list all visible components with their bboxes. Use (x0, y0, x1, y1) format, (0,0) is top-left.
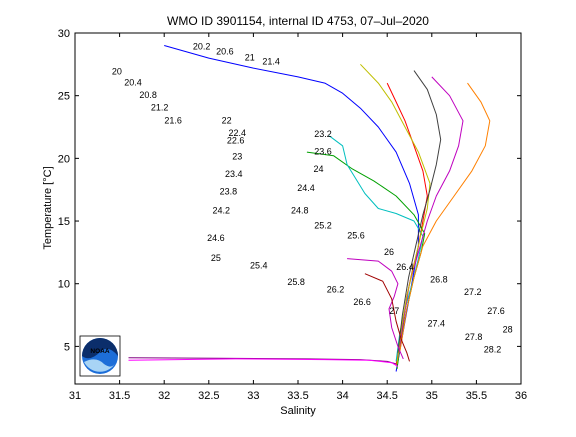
contour-labels: 20 20.2 20.4 20.6 20.8 21 21.2 21.4 21.6 22 22.422… (112, 41, 513, 354)
x-tick-label: 36 (515, 390, 527, 402)
logo-upper (82, 338, 118, 359)
contour-label: 25 (211, 253, 221, 263)
contour-label: 28.2 (484, 345, 502, 355)
contour-label: 26.6 (353, 297, 371, 307)
x-axis: 31 31.5 32 32.5 33 33.5 34 34.5 35 35.5 36 (69, 33, 527, 402)
contour-label: 26.4 (396, 262, 414, 272)
contour-label: 26.8 (430, 275, 448, 285)
chart-title: WMO ID 3901154, internal ID 4753, 07–Jul… (167, 14, 429, 28)
contour-label: 20 (112, 66, 122, 76)
x-tick-label: 32 (158, 390, 170, 402)
y-tick-label: 10 (58, 279, 70, 291)
logo-wave (84, 359, 116, 372)
x-tick-label: 31 (69, 390, 81, 402)
contour-label: 20.6 (216, 46, 234, 56)
contour-label: 23.2 (314, 129, 332, 139)
y-tick-label: 25 (58, 91, 70, 103)
y-tick-label: 5 (64, 341, 70, 353)
plot-area (75, 33, 521, 384)
contour-label: 26.2 (327, 285, 345, 295)
x-axis-label: Salinity (280, 405, 316, 417)
contour-label: 22.6 (227, 135, 245, 145)
contour-label: 27 (389, 306, 399, 316)
contour-label: 25.2 (314, 221, 332, 231)
profile-line (397, 76, 464, 359)
contour-label: 21 (245, 53, 255, 63)
profile-line (399, 82, 491, 353)
contour-label: 24.8 (291, 206, 309, 216)
contour-label: 23.6 (314, 147, 332, 157)
contour-label: 28 (503, 325, 513, 335)
profile-line (128, 358, 399, 367)
contour-label: 27.8 (465, 332, 483, 342)
profile-line (364, 273, 410, 362)
contour-label: 23.4 (225, 169, 243, 179)
contour-label: 25.6 (347, 231, 365, 241)
y-axis: 5 10 15 20 25 30 (58, 28, 521, 353)
contour-label: 24.2 (213, 206, 231, 216)
x-tick-label: 33.5 (287, 390, 308, 402)
contour-label: 22.4 (229, 128, 247, 138)
contour-label: 20.2 (193, 41, 211, 51)
contour-label: 27.2 (464, 287, 482, 297)
x-tick-label: 34.5 (376, 390, 397, 402)
contour-label: 25.8 (287, 277, 305, 287)
contour-label: 24 (313, 164, 323, 174)
contour-label: 24.4 (297, 183, 315, 193)
profile-line (397, 70, 442, 353)
contour-label: 21.6 (164, 115, 182, 125)
x-tick-label: 32.5 (198, 390, 219, 402)
logo-lettering: NOAA (90, 348, 109, 355)
profile-series (128, 45, 491, 372)
y-tick-label: 30 (58, 28, 70, 40)
contour-label: 25.4 (250, 261, 268, 271)
contour-label: 27.4 (428, 318, 446, 328)
profile-line (347, 258, 404, 360)
contour-label: 23.8 (220, 187, 238, 197)
contour-label: 21.2 (151, 103, 169, 113)
y-axis-label: Temperature [°C] (42, 166, 54, 249)
contour-label: 24.6 (207, 233, 225, 243)
contour-label: 21.4 (262, 56, 280, 66)
contour-label: 23 (232, 152, 242, 162)
contour-label: 22 (222, 115, 232, 125)
x-tick-label: 31.5 (109, 390, 130, 402)
x-tick-label: 34 (336, 390, 348, 402)
contour-label: 20.8 (139, 90, 157, 100)
contour-label: 26 (384, 247, 394, 257)
x-tick-label: 35 (426, 390, 438, 402)
x-tick-label: 35.5 (466, 390, 487, 402)
noaa-logo: NOAA (79, 335, 121, 377)
contour-label: 20.4 (124, 78, 142, 88)
y-tick-label: 15 (58, 216, 70, 228)
contour-label: 27.6 (487, 306, 505, 316)
y-tick-label: 20 (58, 153, 70, 165)
x-tick-label: 33 (247, 390, 259, 402)
